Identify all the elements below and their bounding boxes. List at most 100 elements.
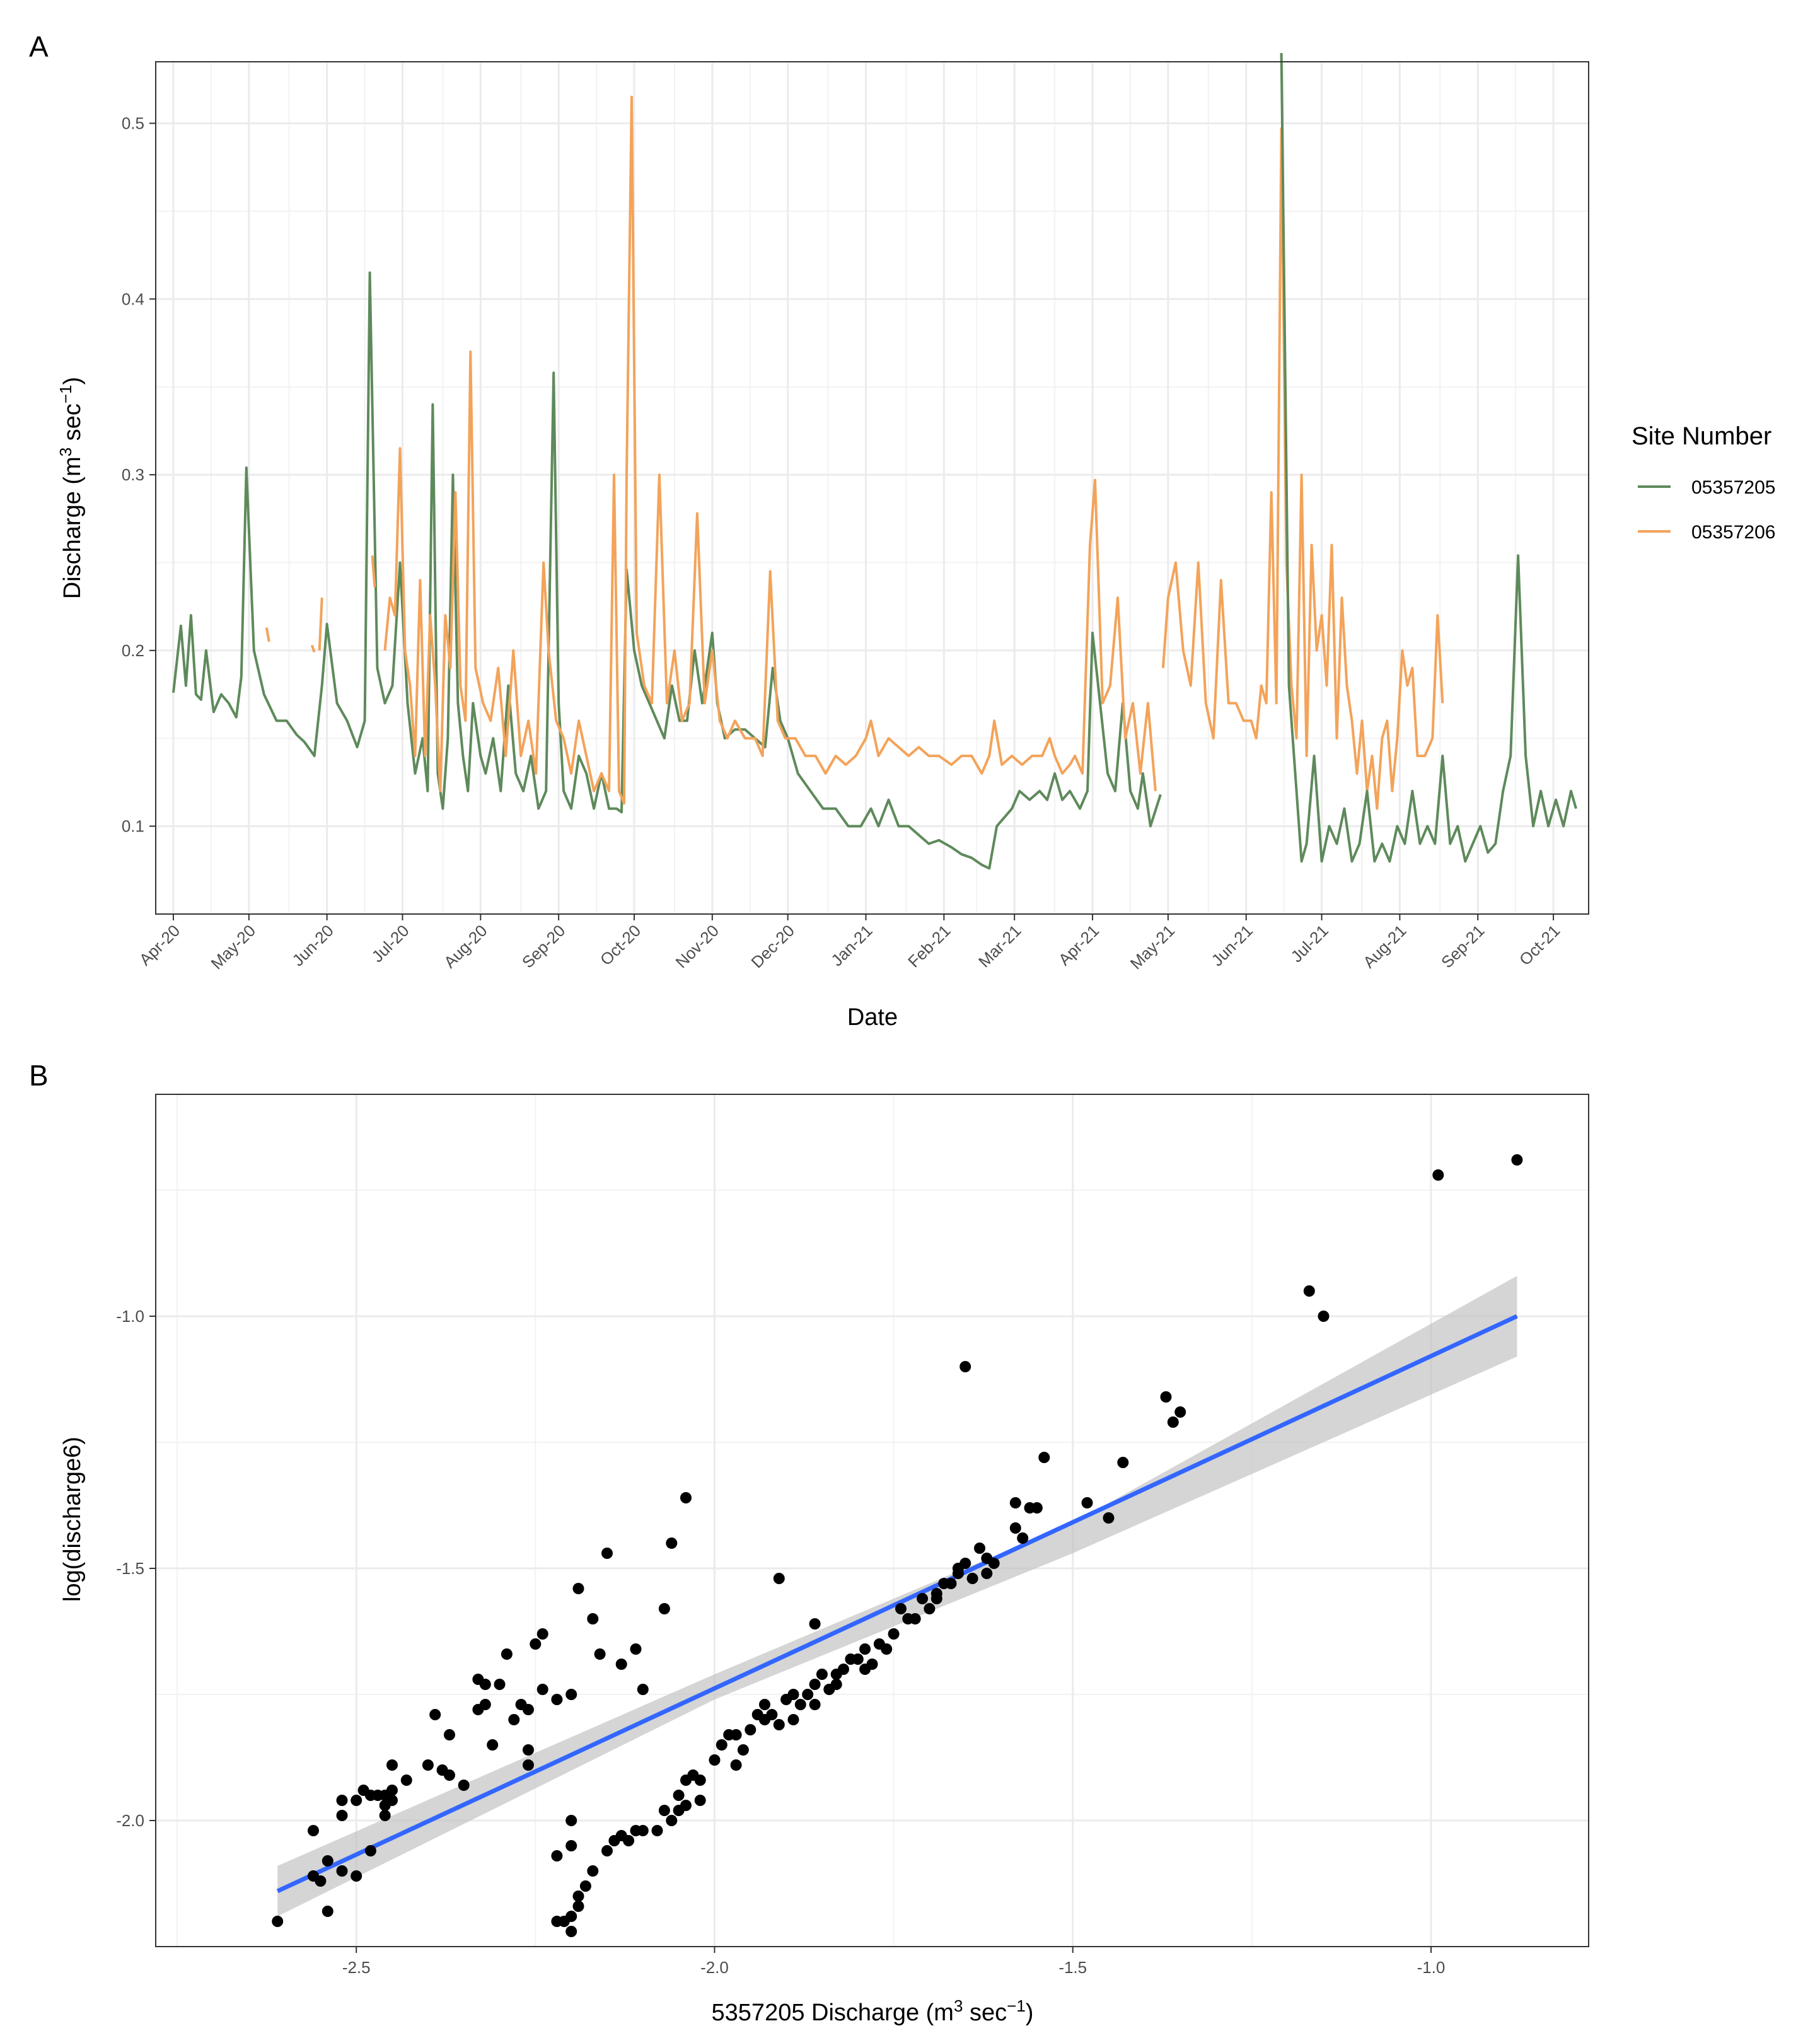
series-05357206-line (383, 95, 1157, 805)
x-tick-label: May-21 (1127, 921, 1179, 973)
series-05357206-line (318, 598, 323, 651)
chart-a-y-axis-title: Discharge (m3 sec−1) (56, 377, 86, 599)
series-05357206-line (310, 644, 316, 653)
legend-label-05357206: 05357206 (1691, 522, 1775, 543)
x-tick-label: Jun-20 (288, 921, 337, 970)
chart-a-y-title-part: sec (59, 403, 86, 448)
scatter-point (895, 1603, 907, 1614)
chart-b-x-title-part: 5357205 Discharge (m (712, 2000, 954, 2026)
scatter-point (444, 1729, 455, 1740)
scatter-point (308, 1825, 319, 1836)
scatter-point (1432, 1169, 1444, 1181)
x-tick-label: Jan-21 (827, 921, 876, 970)
series-05357206-line (371, 555, 376, 588)
scatter-point (730, 1729, 742, 1740)
scatter-point (1017, 1532, 1029, 1544)
x-tick-label: -2.0 (700, 1958, 729, 1977)
scatter-point (945, 1578, 957, 1589)
scatter-point (479, 1679, 491, 1690)
panel-b-tag: B (29, 1059, 49, 1092)
scatter-point (917, 1593, 929, 1604)
x-tick-label: Nov-20 (672, 921, 722, 971)
x-tick-label: -1.0 (1417, 1958, 1446, 1977)
y-tick-label: 0.2 (122, 641, 144, 660)
scatter-point (658, 1805, 670, 1816)
scatter-point (888, 1628, 900, 1640)
scatter-point (981, 1553, 993, 1564)
chart-b-points (272, 1154, 1523, 1937)
chart-b-confidence-band (277, 1276, 1517, 1916)
series-05357206-line (1161, 127, 1444, 810)
scatter-point (1511, 1154, 1523, 1166)
scatter-point (730, 1759, 742, 1771)
scatter-point (773, 1719, 785, 1730)
scatter-point (551, 1694, 563, 1705)
scatter-point (523, 1759, 534, 1771)
x-tick-label: Apr-21 (1055, 921, 1103, 969)
scatter-point (651, 1825, 663, 1836)
scatter-point (759, 1699, 770, 1710)
scatter-point (536, 1684, 548, 1695)
series-05357206-line (265, 627, 270, 642)
scatter-point (866, 1659, 878, 1670)
scatter-point (458, 1780, 470, 1791)
scatter-point (400, 1775, 412, 1786)
scatter-point (536, 1628, 548, 1640)
scatter-point (579, 1880, 591, 1892)
chart-b-x-axis: -2.5 -2.0 -1.5 -1.0 (342, 1947, 1446, 1977)
scatter-point (322, 1855, 333, 1867)
x-tick-label: -2.5 (342, 1958, 371, 1977)
scatter-point (694, 1795, 706, 1806)
scatter-point (1081, 1497, 1093, 1508)
series-05357205-line (1280, 53, 1577, 863)
chart-a-legend: Site Number 05357205 05357206 (1632, 422, 1775, 543)
scatter-point (1117, 1457, 1129, 1468)
scatter-point (952, 1568, 964, 1579)
scatter-point (745, 1724, 756, 1735)
scatter-point (737, 1744, 749, 1756)
scatter-point (759, 1714, 770, 1725)
y-tick-label: -1.0 (116, 1307, 144, 1326)
scatter-point (924, 1603, 936, 1614)
y-tick-label: 0.4 (122, 289, 144, 308)
scatter-point (379, 1810, 391, 1821)
scatter-point (336, 1865, 348, 1877)
scatter-point (809, 1699, 821, 1710)
x-tick-label: May-20 (207, 921, 260, 973)
scatter-point (881, 1643, 893, 1655)
scatter-point (680, 1492, 692, 1503)
scatter-point (587, 1613, 599, 1624)
scatter-point (364, 1845, 376, 1856)
scatter-point (637, 1684, 649, 1695)
chart-a-plot-background (156, 62, 1589, 914)
chart-b-grid-minor (156, 1094, 1589, 1947)
chart-a-grid-major (156, 62, 1589, 914)
chart-b-y-axis: -2.0 -1.5 -1.0 (116, 1307, 156, 1830)
y-tick-label: -1.5 (116, 1559, 144, 1578)
x-tick-label: Jul-21 (1287, 921, 1332, 966)
scatter-point (601, 1845, 613, 1856)
scatter-point (530, 1638, 542, 1650)
scatter-point (830, 1679, 842, 1690)
y-tick-label: -2.0 (116, 1811, 144, 1830)
scatter-point (594, 1648, 606, 1660)
scatter-point (787, 1689, 799, 1700)
chart-b-plot-background (156, 1094, 1589, 1947)
scatter-point (429, 1709, 441, 1720)
scatter-point (422, 1759, 434, 1771)
legend-label-05357205: 05357205 (1691, 477, 1775, 498)
y-tick-label: 0.3 (122, 465, 144, 484)
scatter-point (694, 1775, 706, 1786)
x-tick-label: -1.5 (1058, 1958, 1087, 1977)
scatter-point (523, 1744, 534, 1756)
scatter-point (773, 1573, 785, 1584)
scatter-point (959, 1361, 971, 1372)
chart-a-line: 0.1 0.2 0.3 0.4 0.5 Apr-20 May-20 Jun-20 Jul-20… (56, 53, 1775, 1031)
scatter-point (551, 1916, 563, 1927)
x-tick-label: Sep-20 (518, 921, 569, 971)
scatter-point (272, 1916, 284, 1927)
chart-b-x-title-sup: 3 (954, 1996, 963, 2015)
scatter-point (902, 1613, 914, 1624)
